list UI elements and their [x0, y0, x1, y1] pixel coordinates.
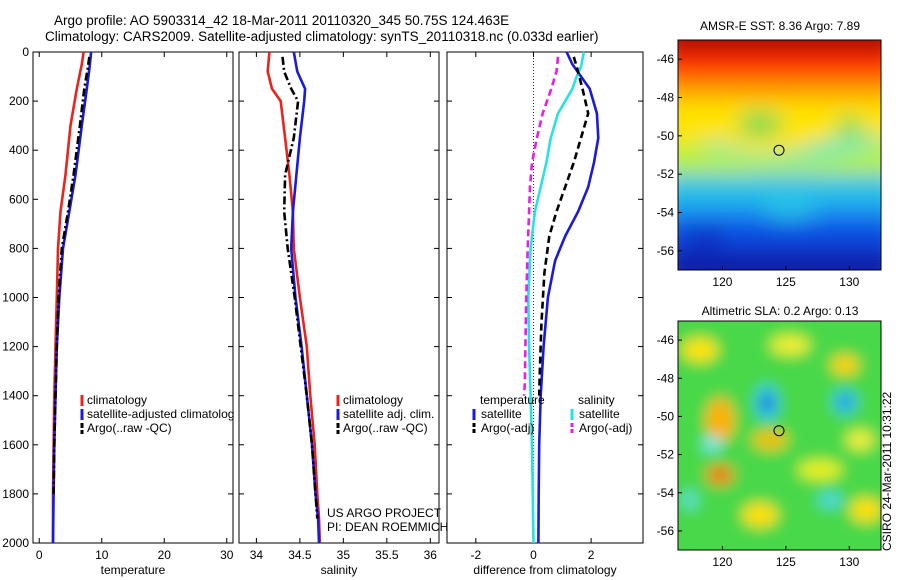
y-tick-label: 1800 [2, 487, 29, 501]
x-tick-label: 30 [220, 548, 234, 562]
y-tick-label: -46 [657, 333, 675, 347]
y-tick-label: -50 [657, 409, 675, 423]
legend-entry: satellite [481, 407, 522, 421]
y-tick-label: -46 [657, 52, 675, 66]
salinity-panel: 34 34.5 35 35.5 36 salinity climatologysatelli… [238, 51, 440, 577]
x-tick-label: 125 [776, 555, 796, 569]
x-tick-label: 10 [95, 548, 109, 562]
x-tick-label: 35 [337, 548, 351, 562]
figure-title-line2: Climatology: CARS2009. Satellite-adjuste… [45, 29, 599, 44]
sst-map-title: AMSR-E SST: 8.36 Argo: 7.89 [700, 19, 860, 33]
legend-entry: satellite [579, 407, 620, 421]
x-tick-label: 20 [158, 548, 172, 562]
x-tick-label: 0 [36, 548, 43, 562]
series-line-climatology [266, 51, 322, 544]
series-line-satellite-salinity [526, 51, 586, 544]
plot-frame [446, 51, 644, 544]
y-tick-label: 1200 [2, 340, 29, 354]
x-axis-label: difference from climatology [473, 563, 616, 577]
plot-frame [32, 51, 234, 544]
x-axis-label: salinity [321, 563, 358, 577]
y-tick-label: -52 [657, 448, 675, 462]
y-tick-label: -48 [657, 371, 675, 385]
y-tick-label: 1400 [2, 389, 29, 403]
y-tick-label: 2000 [2, 536, 29, 550]
legend-entry: Argo(..raw -QC) [87, 421, 172, 435]
x-tick-label: 130 [839, 555, 859, 569]
sla-map-title: Altimetric SLA: 0.2 Argo: 0.13 [702, 304, 859, 318]
x-tick-label: 125 [776, 275, 796, 289]
sst-argo-location-marker [773, 144, 785, 156]
sla-argo-location-marker [773, 425, 785, 437]
legend-group-heading: salinity [578, 393, 615, 407]
y-tick-label: 600 [9, 192, 29, 206]
plot-frame [238, 51, 440, 544]
x-tick-label: 2 [588, 548, 595, 562]
y-tick-label: -56 [657, 524, 675, 538]
y-tick-label: -54 [657, 206, 675, 220]
legend-entry: Argo(-adj) [481, 421, 534, 435]
y-tick-label: 1000 [2, 291, 29, 305]
series-line-satellite-temperature [537, 51, 600, 544]
sla-heatmap [678, 321, 881, 550]
temperature-panel: 0 10 20 30 0 200 400 600 800 1000 1200 1400 1600 1800… [2, 45, 234, 577]
x-tick-label: 34.5 [288, 548, 312, 562]
sst-map-panel: AMSR-E SST: 8.36 Argo: 7.89 120 125 130 -46… [657, 19, 882, 289]
sla-map-panel: Altimetric SLA: 0.2 Argo: 0.13 120 125 130… [657, 304, 882, 569]
y-tick-label: -56 [657, 244, 675, 258]
legend-entry: Argo(-adj) [579, 421, 632, 435]
y-tick-label: 200 [9, 94, 29, 108]
x-tick-label: 0 [530, 548, 537, 562]
figure-title-line1: Argo profile: AO 5903314_42 18-Mar-2011 … [54, 13, 510, 28]
series-line-argo-raw-qc- [281, 56, 319, 519]
x-tick-label: 35.5 [375, 548, 399, 562]
y-tick-label: -54 [657, 486, 675, 500]
legend-entry: satellite adj. clim. [343, 407, 434, 421]
project-credit-line1: US ARGO PROJECT [327, 506, 442, 520]
y-tick-label: 0 [22, 45, 29, 59]
series-line-satellite-adj-clim- [289, 51, 321, 544]
legend-entry: climatology [343, 393, 403, 407]
series-line-argo-adj--temperature [537, 56, 590, 396]
side-credit: CSIRO 24-Mar-2011 10:31:22 [880, 391, 894, 551]
legend-group-heading: temperature [480, 393, 545, 407]
x-tick-label: 120 [712, 555, 732, 569]
legend-entry: climatology [87, 393, 147, 407]
x-tick-label: 36 [424, 548, 438, 562]
project-credit-line2: PI: DEAN ROEMMICH [327, 520, 448, 534]
legend-entry: Argo(..raw -QC) [343, 421, 428, 435]
y-tick-label: 400 [9, 143, 29, 157]
x-tick-label: -2 [470, 548, 481, 562]
legend-entry: satellite-adjusted climatolog [87, 407, 234, 421]
series-line-argo-adj--salinity [522, 56, 560, 396]
x-tick-label: 34 [250, 548, 264, 562]
x-tick-label: 130 [839, 275, 859, 289]
y-tick-label: -52 [657, 167, 675, 181]
y-tick-label: -48 [657, 91, 675, 105]
y-tick-label: 1600 [2, 438, 29, 452]
x-tick-label: 120 [712, 275, 732, 289]
series-line-argo-raw-qc- [52, 56, 91, 494]
y-tick-label: -50 [657, 129, 675, 143]
x-axis-label: temperature [101, 563, 166, 577]
y-tick-label: 800 [9, 241, 29, 255]
